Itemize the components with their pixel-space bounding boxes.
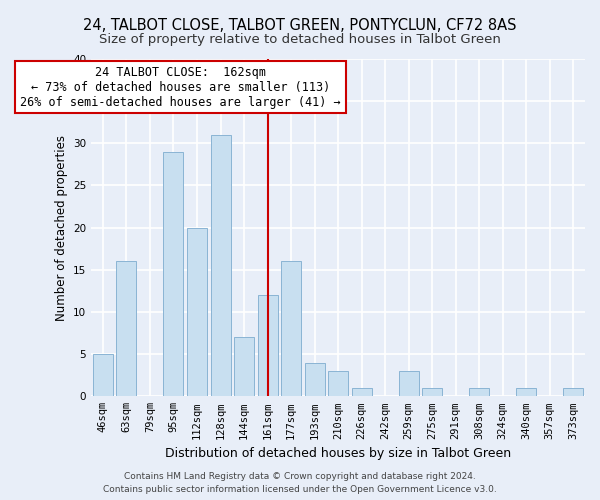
Bar bbox=[328, 371, 348, 396]
Bar bbox=[305, 362, 325, 396]
Bar bbox=[563, 388, 583, 396]
Bar bbox=[93, 354, 113, 397]
Bar bbox=[516, 388, 536, 396]
Bar bbox=[187, 228, 207, 396]
Bar bbox=[398, 371, 419, 396]
Bar bbox=[257, 295, 278, 396]
Bar bbox=[116, 262, 136, 396]
Text: 24, TALBOT CLOSE, TALBOT GREEN, PONTYCLUN, CF72 8AS: 24, TALBOT CLOSE, TALBOT GREEN, PONTYCLU… bbox=[83, 18, 517, 32]
Text: Size of property relative to detached houses in Talbot Green: Size of property relative to detached ho… bbox=[99, 32, 501, 46]
Bar bbox=[163, 152, 184, 396]
Bar bbox=[469, 388, 489, 396]
Text: 24 TALBOT CLOSE:  162sqm
← 73% of detached houses are smaller (113)
26% of semi-: 24 TALBOT CLOSE: 162sqm ← 73% of detache… bbox=[20, 66, 341, 108]
Bar bbox=[422, 388, 442, 396]
Y-axis label: Number of detached properties: Number of detached properties bbox=[55, 134, 68, 320]
Bar bbox=[281, 262, 301, 396]
X-axis label: Distribution of detached houses by size in Talbot Green: Distribution of detached houses by size … bbox=[165, 447, 511, 460]
Bar bbox=[352, 388, 371, 396]
Text: Contains HM Land Registry data © Crown copyright and database right 2024.
Contai: Contains HM Land Registry data © Crown c… bbox=[103, 472, 497, 494]
Bar bbox=[211, 135, 230, 396]
Bar bbox=[234, 338, 254, 396]
